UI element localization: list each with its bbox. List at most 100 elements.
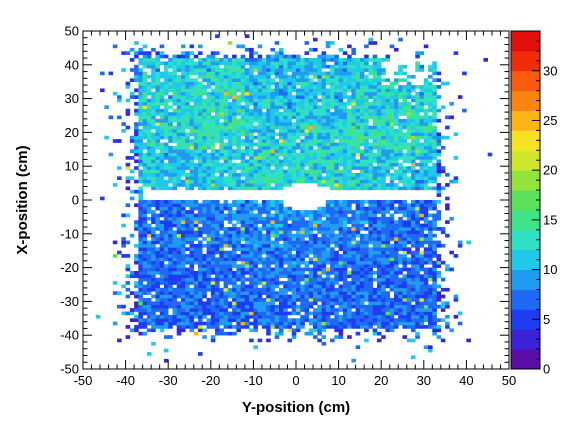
heatmap-cell — [415, 220, 420, 224]
heatmap-cell — [381, 321, 386, 326]
heatmap-cell — [342, 108, 348, 113]
heatmap-cell — [304, 162, 310, 167]
heatmap-cell — [313, 213, 318, 218]
heatmap-cell — [176, 169, 182, 174]
heatmap-cell — [134, 328, 139, 333]
heatmap-cell — [249, 274, 254, 279]
heatmap-cell — [385, 115, 391, 120]
heatmap-cell — [385, 257, 391, 262]
heatmap-cell — [172, 321, 178, 326]
heatmap-cell — [347, 135, 352, 140]
heatmap-cell — [385, 125, 391, 130]
heatmap-cell — [393, 308, 399, 312]
heatmap-cell — [257, 281, 263, 285]
heatmap-cell — [338, 129, 344, 133]
heatmap-cell — [257, 213, 263, 218]
heatmap-cell — [296, 220, 301, 224]
heatmap-cell — [112, 139, 118, 143]
heatmap-cell — [134, 281, 139, 285]
heatmap-cell — [253, 287, 258, 292]
heatmap-cell — [172, 254, 178, 258]
heatmap-cell — [283, 220, 288, 224]
heatmap-cell — [261, 98, 267, 103]
heatmap-cell — [274, 68, 280, 72]
heatmap-cell — [406, 112, 412, 116]
heatmap-cell — [274, 304, 280, 309]
heatmap-cell — [338, 223, 344, 228]
heatmap-cell — [402, 85, 408, 89]
heatmap-cell — [359, 81, 365, 86]
heatmap-cell — [313, 298, 318, 302]
heatmap-cell — [270, 325, 275, 329]
heatmap-cell — [296, 166, 301, 170]
heatmap-cell — [376, 220, 382, 224]
heatmap-cell — [180, 101, 186, 106]
heatmap-cell — [240, 186, 246, 191]
heatmap-cell — [146, 243, 152, 248]
heatmap-cell — [108, 115, 114, 120]
heatmap-cell — [210, 223, 216, 228]
heatmap-cell — [249, 169, 254, 174]
heatmap-cell — [376, 186, 382, 191]
heatmap-cell — [210, 250, 216, 255]
heatmap-cell — [159, 308, 165, 312]
heatmap-cell — [321, 64, 327, 69]
heatmap-cell — [240, 152, 246, 157]
heatmap-cell — [138, 240, 143, 245]
heatmap-cell — [121, 311, 126, 316]
heatmap-cell — [206, 78, 212, 82]
heatmap-cell — [168, 321, 173, 326]
heatmap-cell — [257, 118, 263, 123]
heatmap-cell — [398, 237, 403, 241]
heatmap-cell — [347, 88, 352, 93]
heatmap-cell — [406, 314, 412, 319]
heatmap-cell — [291, 129, 297, 133]
heatmap-cell — [244, 71, 250, 76]
heatmap-cell — [206, 321, 212, 326]
heatmap-cell — [104, 135, 109, 140]
heatmap-cell — [189, 318, 195, 322]
heatmap-cell — [155, 325, 160, 329]
heatmap-cell — [347, 118, 352, 123]
heatmap-cell — [163, 281, 169, 285]
heatmap-cell — [155, 213, 160, 218]
heatmap-cell — [300, 220, 305, 224]
heatmap-cell — [138, 47, 143, 52]
heatmap-cell — [364, 291, 369, 295]
heatmap-cell — [121, 129, 126, 133]
heatmap-cell — [198, 156, 203, 160]
heatmap-cell — [283, 159, 288, 164]
heatmap-cell — [206, 247, 212, 251]
heatmap-cell — [202, 125, 207, 130]
heatmap-cell — [146, 156, 152, 160]
heatmap-cell — [364, 270, 369, 275]
heatmap-cell — [198, 74, 203, 79]
heatmap-cell — [321, 142, 327, 147]
heatmap-cell — [146, 152, 152, 157]
heatmap-cell — [411, 311, 416, 316]
heatmap-cell — [321, 54, 327, 59]
heatmap-cell — [389, 270, 395, 275]
heatmap-cell — [146, 264, 152, 268]
heatmap-cell — [300, 247, 305, 251]
heatmap-cell — [355, 118, 361, 123]
heatmap-cell — [129, 189, 135, 194]
heatmap-cell — [359, 227, 365, 231]
heatmap-cell — [317, 142, 322, 147]
heatmap-cell — [125, 81, 131, 86]
heatmap-cell — [185, 78, 190, 82]
heatmap-cell — [270, 186, 275, 191]
heatmap-cell — [359, 321, 365, 326]
heatmap-cell — [244, 230, 250, 235]
heatmap-cell — [125, 112, 131, 116]
heatmap-cell — [223, 321, 229, 326]
heatmap-cell — [176, 156, 182, 160]
heatmap-cell — [351, 172, 356, 177]
heatmap-cell — [393, 142, 399, 147]
heatmap-cell — [313, 101, 318, 106]
heatmap-cell — [334, 145, 339, 150]
heatmap-cell — [402, 257, 408, 262]
heatmap-cell — [287, 95, 293, 99]
heatmap-cell — [351, 298, 356, 302]
heatmap-cell — [325, 254, 331, 258]
